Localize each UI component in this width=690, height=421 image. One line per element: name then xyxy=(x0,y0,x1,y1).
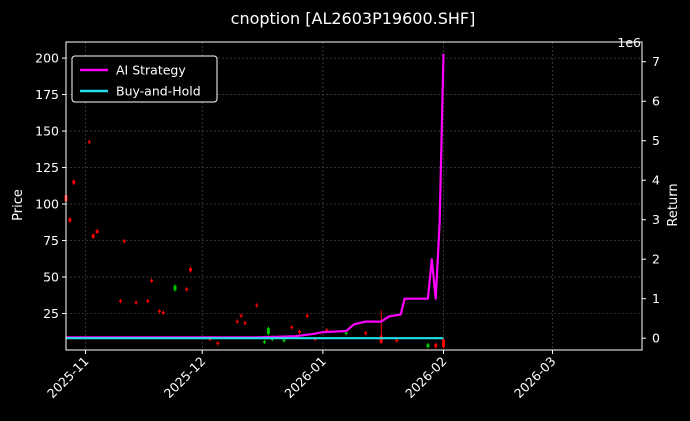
candle xyxy=(442,338,446,349)
candle-body xyxy=(344,332,348,334)
candle-body xyxy=(395,339,399,342)
candle xyxy=(150,278,154,283)
left-tick-label: 200 xyxy=(35,51,59,66)
candle xyxy=(68,217,72,224)
candle xyxy=(426,342,430,349)
legend: AI Strategy Buy-and-Hold xyxy=(71,55,218,103)
candle xyxy=(189,266,193,273)
candle-body xyxy=(298,331,302,333)
candle-body xyxy=(305,314,309,317)
candle xyxy=(146,298,150,304)
candle-body xyxy=(150,279,154,282)
candle xyxy=(262,339,266,345)
right-tick-label: 4 xyxy=(652,173,660,188)
plot-frame xyxy=(65,41,643,351)
candle xyxy=(173,284,177,292)
right-tick-label: 3 xyxy=(652,212,660,227)
candle xyxy=(157,309,161,314)
left-tick-label: 150 xyxy=(35,124,59,139)
candle-body xyxy=(290,326,294,329)
x-tick-label: 2026-03 xyxy=(511,354,559,402)
x-tick-label: 2025-12 xyxy=(161,354,209,402)
candle xyxy=(95,228,99,234)
legend-box xyxy=(71,55,218,103)
candle-body xyxy=(262,341,266,343)
candle xyxy=(87,139,91,145)
left-tick-label: 125 xyxy=(35,160,59,175)
candle-body xyxy=(146,300,150,302)
candle-body xyxy=(239,314,243,317)
x-tick-label: 2025-11 xyxy=(44,354,92,402)
candle-body xyxy=(434,344,438,348)
legend-label: Buy-and-Hold xyxy=(116,84,201,99)
candle xyxy=(298,329,302,334)
candle xyxy=(235,319,239,324)
candle xyxy=(243,320,247,326)
candle xyxy=(216,341,220,346)
legend-label: AI Strategy xyxy=(116,63,186,78)
candle xyxy=(72,179,76,186)
candle xyxy=(255,303,259,308)
candle-body xyxy=(189,268,193,272)
candle-body xyxy=(87,141,91,143)
right-tick-label: 2 xyxy=(652,252,660,267)
left-tick-label: 50 xyxy=(43,270,59,285)
candle-body xyxy=(68,218,72,222)
x-tick-label: 2026-01 xyxy=(281,354,329,402)
series-lines xyxy=(66,53,445,340)
chart-title: cnoption [AL2603P19600.SHF] xyxy=(231,9,476,28)
candle-body xyxy=(325,329,329,332)
candle xyxy=(364,331,368,336)
left-tick-label: 100 xyxy=(35,197,59,212)
candle-body xyxy=(266,328,270,334)
candle-body xyxy=(118,300,122,302)
candle xyxy=(161,310,165,315)
left-axis-label: Price xyxy=(11,189,26,221)
candle-body xyxy=(243,322,247,324)
candle-body xyxy=(216,342,220,345)
candle xyxy=(185,287,189,292)
right-tick-label: 6 xyxy=(652,94,660,109)
series-line-ai-strategy xyxy=(66,53,445,339)
candle-body xyxy=(91,234,95,238)
left-tick-label: 25 xyxy=(43,306,59,321)
candle-body xyxy=(426,344,430,348)
right-tick-label: 5 xyxy=(652,133,660,148)
candle-body xyxy=(235,320,239,323)
candle-body xyxy=(255,304,259,307)
candle xyxy=(290,325,294,330)
candle-body xyxy=(134,301,138,304)
right-axis-label: Return xyxy=(666,183,681,226)
right-tick-label: 1 xyxy=(652,291,660,306)
candle-body xyxy=(185,288,189,291)
candle xyxy=(134,300,138,305)
candle-body xyxy=(364,332,368,334)
grid-lines xyxy=(66,42,642,350)
candle-body xyxy=(282,339,286,342)
candle xyxy=(434,342,438,349)
candle-body xyxy=(161,312,165,314)
candle-body xyxy=(72,180,76,184)
candle-body xyxy=(442,339,446,348)
right-tick-label: 7 xyxy=(652,54,660,69)
candle-body xyxy=(173,285,177,291)
candle xyxy=(91,233,95,240)
candle xyxy=(239,313,243,318)
candle xyxy=(266,326,270,336)
candle xyxy=(122,239,126,244)
left-tick-label: 75 xyxy=(43,233,59,248)
candle-body xyxy=(95,230,99,234)
right-tick-label: 0 xyxy=(652,331,660,346)
candle-body xyxy=(157,310,161,313)
candle xyxy=(305,313,309,318)
candle xyxy=(118,298,122,304)
x-tick-label: 2026-02 xyxy=(402,354,450,402)
candle-body xyxy=(122,240,126,242)
left-tick-label: 175 xyxy=(35,87,59,102)
